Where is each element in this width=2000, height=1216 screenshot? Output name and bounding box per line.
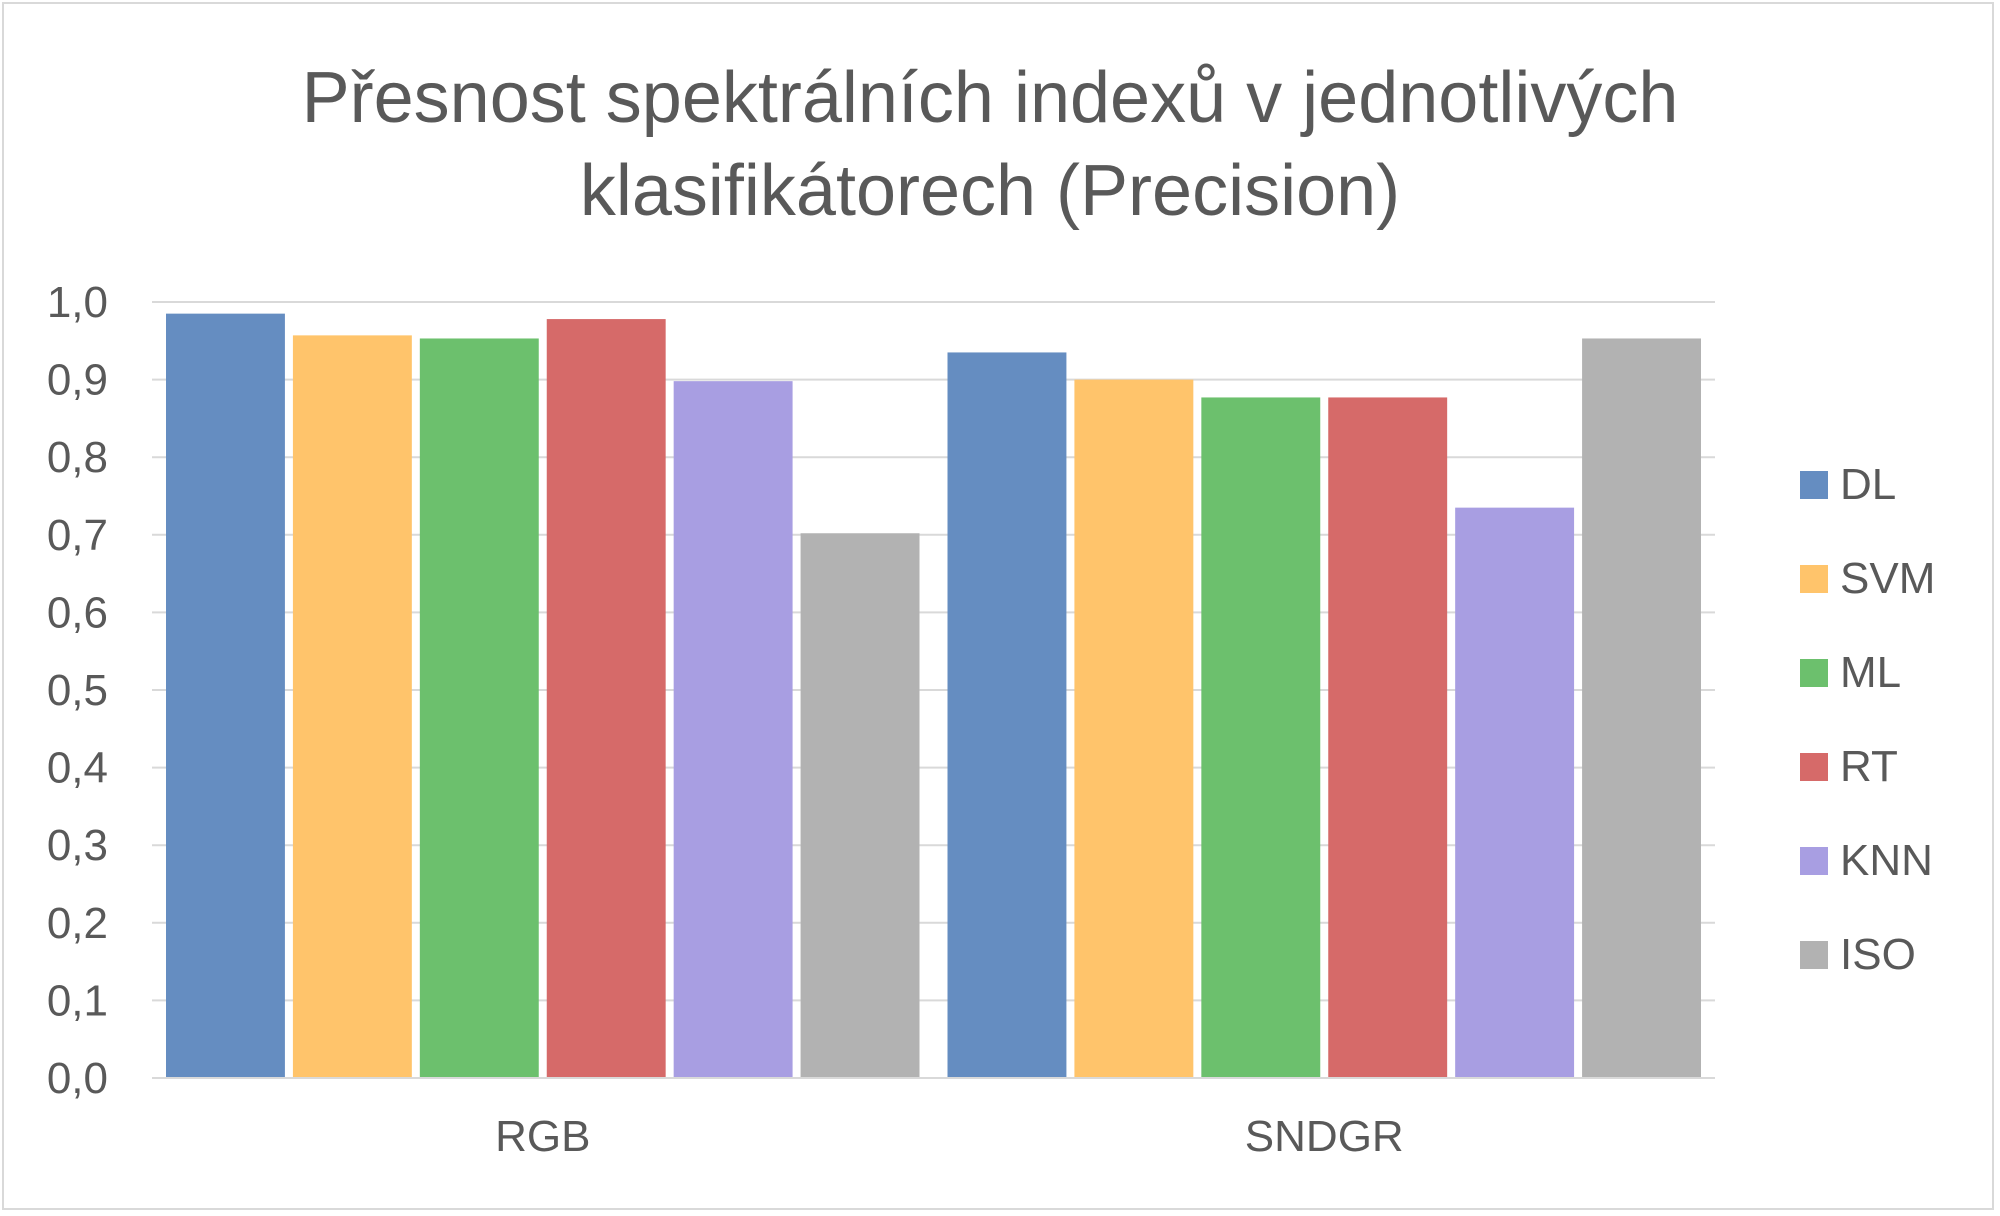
bar-dl-rgb: [166, 313, 285, 1078]
bar-rt-rgb: [546, 319, 666, 1078]
legend-label: ML: [1840, 648, 1902, 697]
legend-label: RT: [1840, 742, 1898, 791]
bar-svm-sndgr: [1074, 379, 1194, 1079]
legend-swatch: [1800, 753, 1828, 781]
bar-ml-sndgr: [1201, 397, 1321, 1078]
legend-item-rt: RT: [1800, 737, 1898, 797]
y-tick-label: 0,6: [47, 588, 108, 637]
y-tick-label: 0,9: [47, 356, 108, 405]
chart-title: Přesnost spektrálních indexů v jednotliv…: [4, 52, 1976, 238]
x-category-label: SNDGR: [1245, 1112, 1404, 1161]
legend-item-iso: ISO: [1800, 925, 1916, 985]
legend-label: SVM: [1840, 554, 1936, 603]
y-tick-label: 0,2: [47, 899, 108, 948]
bar-knn-sndgr: [1455, 507, 1575, 1078]
y-tick-label: 0,7: [47, 511, 108, 560]
y-tick-label: 0,1: [47, 976, 108, 1025]
legend-swatch: [1800, 941, 1828, 969]
bar-svm-rgb: [292, 335, 412, 1078]
bars: [166, 313, 1701, 1079]
bar-ml-rgb: [419, 338, 539, 1078]
chart-title-line-1: Přesnost spektrálních indexů v jednotliv…: [301, 58, 1679, 138]
x-category-label: RGB: [495, 1112, 590, 1161]
legend-swatch: [1800, 565, 1828, 593]
legend-label: ISO: [1840, 930, 1916, 979]
bar-iso-sndgr: [1582, 338, 1701, 1078]
y-tick-label: 0,5: [47, 666, 108, 715]
y-tick-label: 0,3: [47, 821, 108, 870]
y-tick-label: 0,4: [47, 744, 108, 793]
legend-swatch: [1800, 847, 1828, 875]
legend-item-ml: ML: [1800, 643, 1901, 703]
legend-swatch: [1800, 659, 1828, 687]
y-tick-label: 0,0: [47, 1054, 108, 1103]
legend-item-knn: KNN: [1800, 831, 1933, 891]
legend-swatch: [1800, 471, 1828, 499]
legend-label: DL: [1840, 460, 1897, 509]
y-axis-tick-labels: 0,0 0,1 0,2 0,3 0,4 0,5 0,6 0,7 0,8 0,9 1,0: [47, 278, 108, 1103]
bar-iso-rgb: [800, 533, 920, 1078]
bar-dl-sndgr: [947, 352, 1067, 1078]
gridlines: [152, 301, 1715, 1002]
x-axis-category-labels: RGB SNDGR: [495, 1112, 1404, 1161]
legend-item-svm: SVM: [1800, 549, 1935, 609]
legend-item-dl: DL: [1800, 455, 1896, 515]
bar-rt-sndgr: [1328, 397, 1448, 1078]
legend-label: KNN: [1840, 836, 1933, 885]
chart-title-line-2: klasifikátorech (Precision): [579, 151, 1401, 231]
y-tick-label: 0,8: [47, 433, 108, 482]
y-tick-label: 1,0: [47, 278, 108, 327]
bar-knn-rgb: [673, 381, 793, 1079]
